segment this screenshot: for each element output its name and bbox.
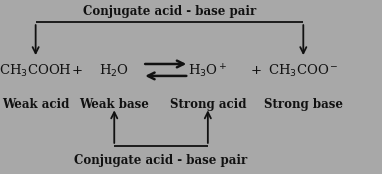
Text: Weak acid: Weak acid <box>2 98 69 110</box>
Text: +: + <box>251 64 262 77</box>
Text: CH$_3$COOH: CH$_3$COOH <box>0 63 72 79</box>
Text: Conjugate acid - base pair: Conjugate acid - base pair <box>74 154 248 167</box>
Text: +: + <box>71 64 82 77</box>
Text: CH$_3$COO$^-$: CH$_3$COO$^-$ <box>268 63 338 79</box>
Text: H$_3$O$^+$: H$_3$O$^+$ <box>188 62 228 80</box>
Text: Strong base: Strong base <box>264 98 343 110</box>
Text: Weak base: Weak base <box>79 98 149 110</box>
Text: Strong acid: Strong acid <box>170 98 246 110</box>
Text: Conjugate acid - base pair: Conjugate acid - base pair <box>83 5 256 18</box>
Text: H$_2$O: H$_2$O <box>99 63 129 79</box>
